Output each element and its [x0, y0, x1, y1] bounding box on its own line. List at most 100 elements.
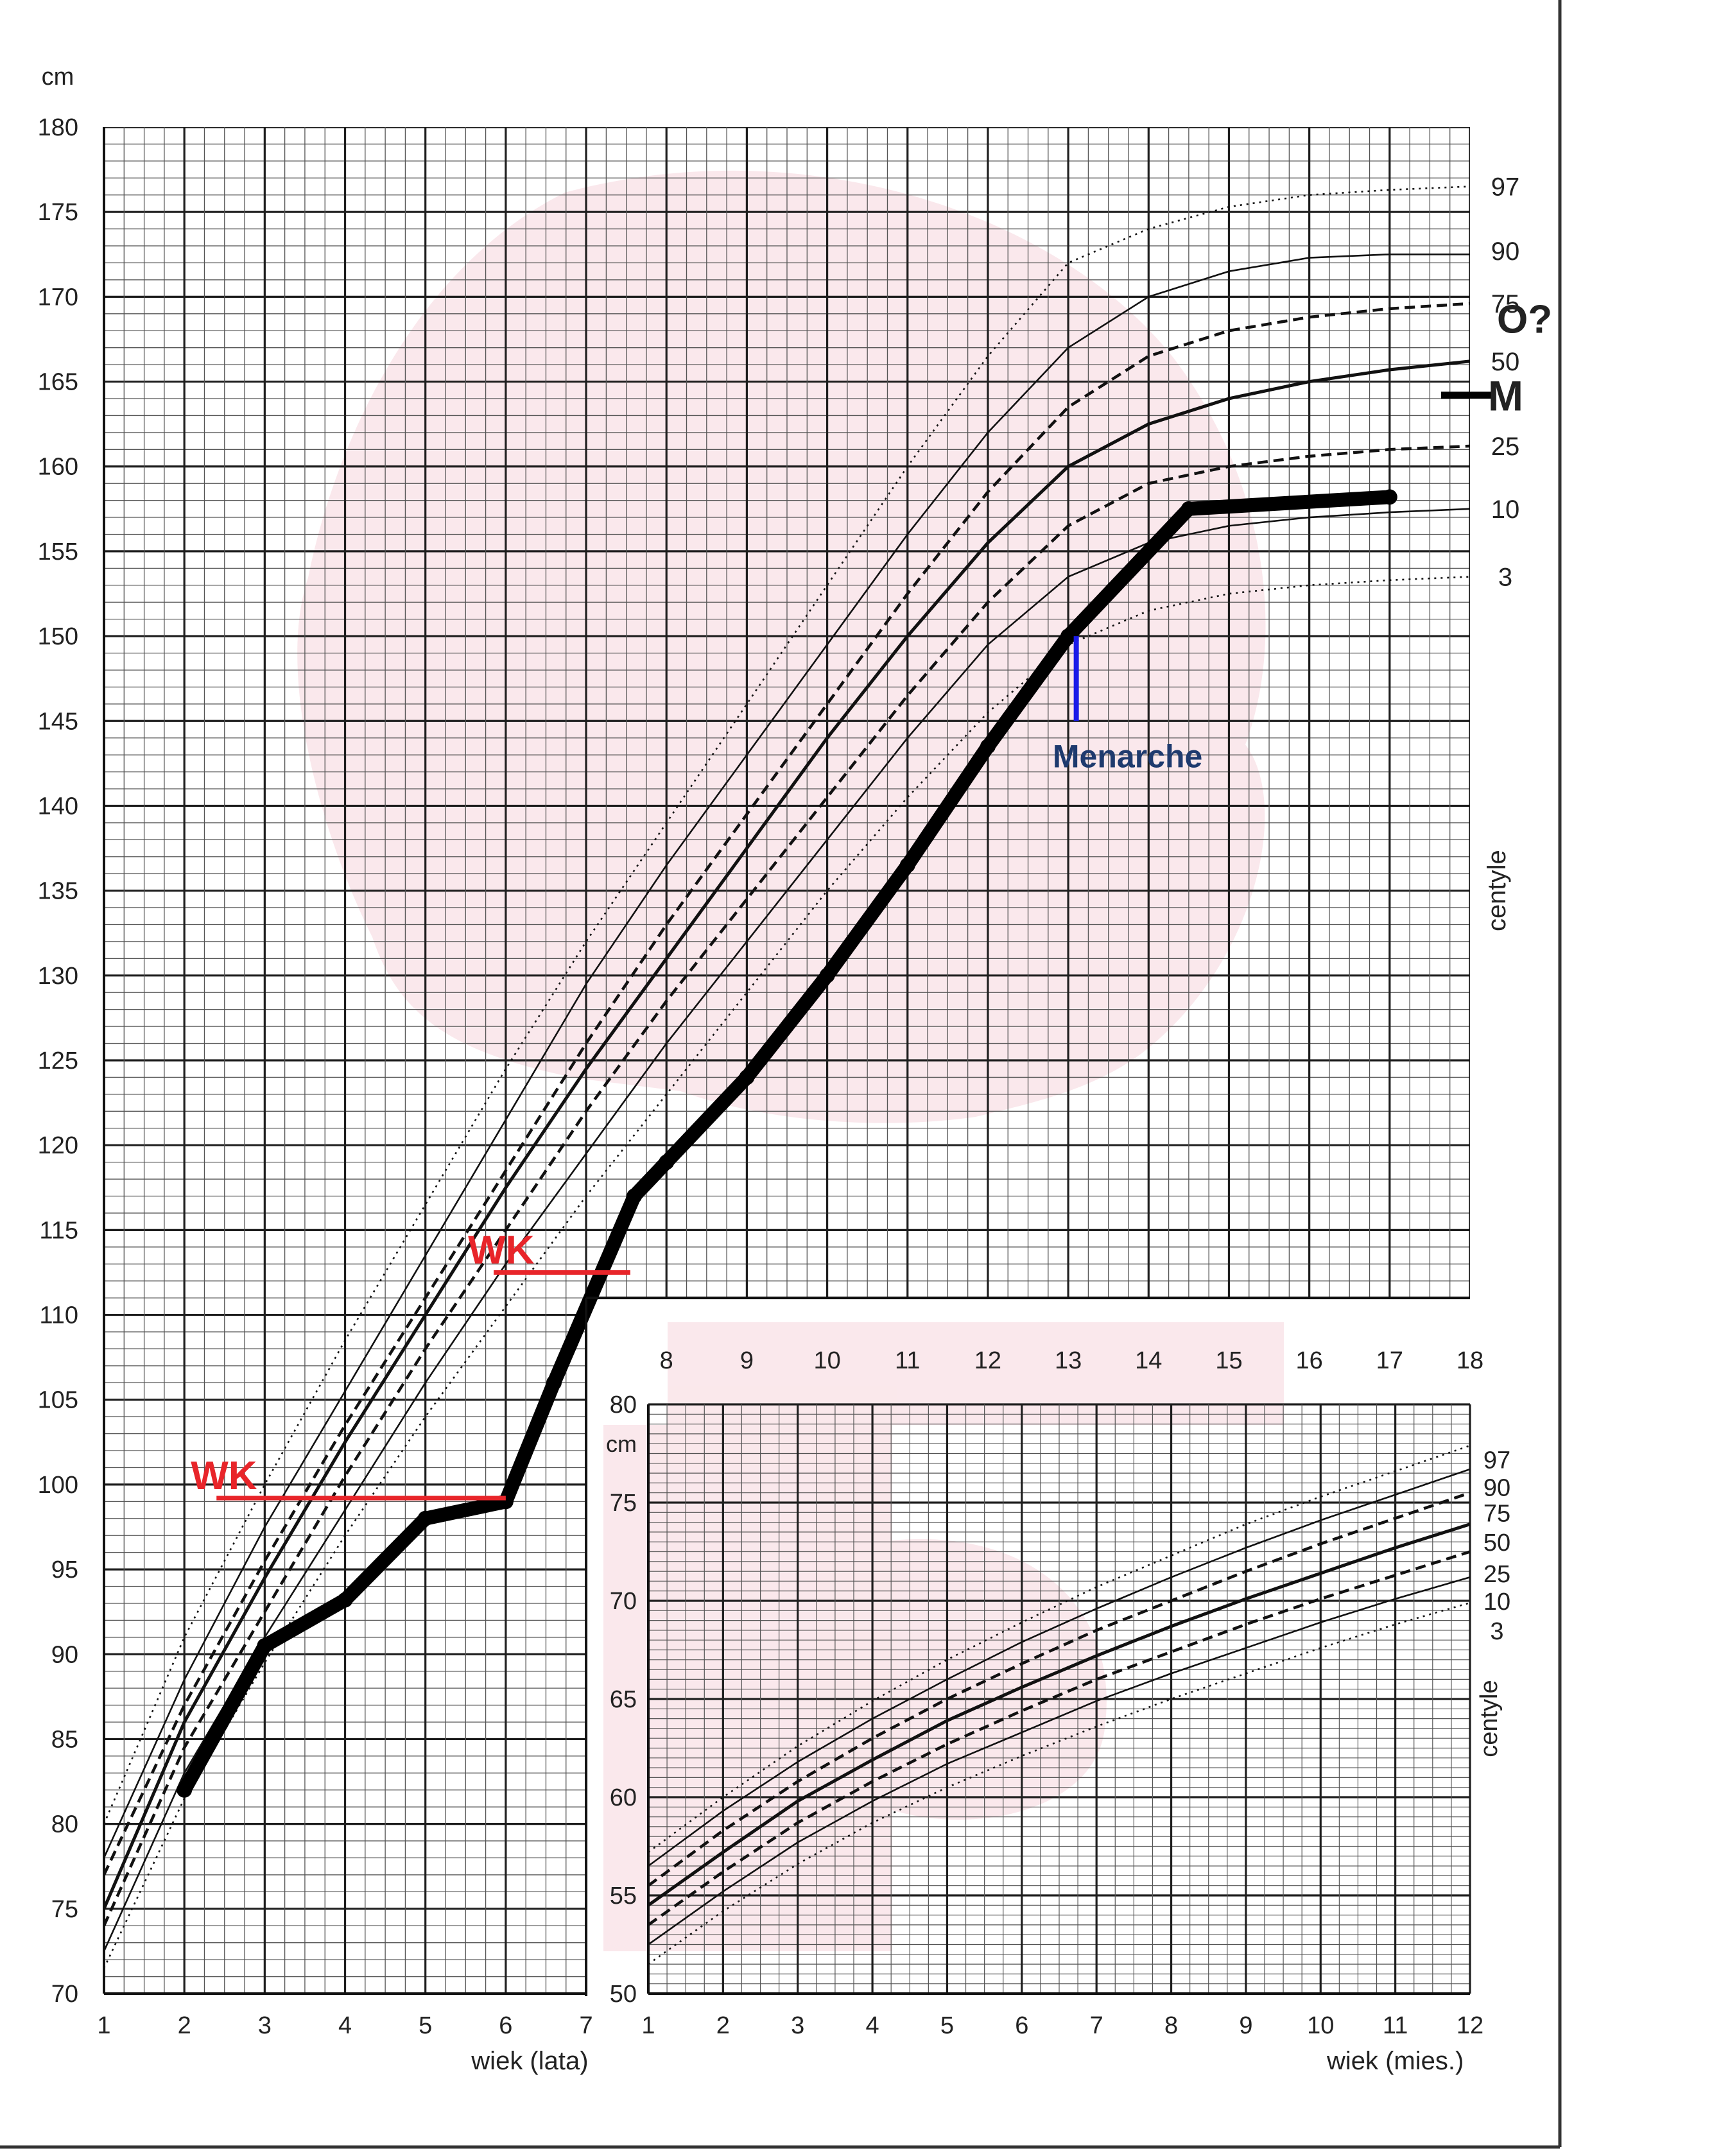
main-x-tick-label: 4: [338, 2012, 352, 2039]
main-y-tick-label: 140: [38, 793, 78, 820]
main-y-tick-label: 80: [51, 1811, 78, 1838]
mother-target-label: M: [1488, 372, 1523, 420]
main-y-tick-label: 160: [38, 454, 78, 481]
main-x-tick-label: 7: [579, 2012, 592, 2039]
main-y-tick-label: 115: [39, 1217, 78, 1244]
main-y-unit-label: cm: [42, 64, 74, 91]
inset-centile-25-line: [648, 1550, 1470, 1926]
inset-x-tick-label: 9: [1239, 2012, 1252, 2039]
main-x-axis-title: wiek (lata): [471, 2047, 588, 2075]
father-target-label: O?: [1497, 298, 1552, 342]
main-x-tick-label: 2: [178, 2012, 191, 2039]
main-x-tick-label: 18: [1457, 1347, 1483, 1374]
inset-x-tick-label: 3: [791, 2012, 804, 2039]
inset-centile-3-line: [648, 1601, 1470, 1965]
inset-centile-label: 25: [1483, 1561, 1510, 1588]
patient-data-point: [1381, 489, 1397, 505]
main-y-tick-label: 120: [38, 1132, 78, 1159]
main-x-tick-label: 3: [258, 2012, 272, 2039]
centile-10-line: [104, 508, 1470, 1952]
inset-centile-label: 10: [1483, 1589, 1510, 1616]
main-x-tick-label: 6: [499, 2012, 512, 2039]
main-y-tick-label: 95: [51, 1557, 78, 1583]
inset-y-unit-label: cm: [606, 1431, 637, 1457]
centile-label: 90: [1491, 237, 1520, 266]
main-y-tick-label: 70: [51, 1981, 78, 2008]
main-y-tick-label: 155: [38, 539, 78, 565]
inset-grid: [647, 1403, 1471, 1995]
inset-y-tick-label: 50: [610, 1981, 637, 2008]
inset-x-tick-label: 7: [1090, 2012, 1103, 2039]
inset-x-tick-label: 11: [1383, 2012, 1408, 2039]
patient-data-point: [546, 1375, 562, 1391]
main-x-tick-label: 8: [660, 1347, 673, 1374]
inset-centyle-label: centyle: [1476, 1680, 1503, 1757]
centile-label: 25: [1491, 433, 1520, 461]
inset-centile-label: 97: [1483, 1447, 1510, 1474]
main-x-tick-label: 1: [97, 2012, 110, 2039]
main-y-tick-label: 165: [38, 369, 78, 396]
patient-data-point: [659, 1154, 675, 1170]
patient-data-point: [980, 738, 996, 754]
patient-data-point: [819, 967, 835, 983]
inset-y-tick-label: 70: [610, 1588, 637, 1615]
patient-data-point: [739, 1069, 755, 1085]
main-x-tick-label: 11: [895, 1347, 920, 1374]
main-x-tick-label: 10: [813, 1347, 840, 1374]
centile-3-line: [104, 576, 1470, 1969]
main-y-tick-label: 180: [38, 114, 78, 141]
inset-y-tick-label: 80: [610, 1392, 637, 1419]
inset-y-tick-label: 75: [610, 1490, 637, 1517]
main-y-tick-label: 125: [38, 1048, 78, 1074]
inset-x-tick-label: 2: [716, 2012, 730, 2039]
centile-label: 10: [1491, 496, 1520, 524]
centile-label: 75: [1491, 290, 1520, 318]
centile-label: 50: [1491, 348, 1520, 376]
inset-centile-label: 90: [1483, 1475, 1510, 1502]
inset-x-tick-label: 10: [1307, 2012, 1334, 2039]
inset-x-tick-label: 12: [1457, 2012, 1483, 2039]
inset-centile-10-line: [648, 1576, 1470, 1945]
main-y-tick-label: 145: [38, 708, 78, 735]
inset-x-axis-title: wiek (mies.): [1326, 2047, 1464, 2075]
inset-centile-75-line: [648, 1491, 1470, 1887]
main-y-tick-label: 150: [38, 623, 78, 650]
inset-centile-label: 3: [1490, 1618, 1503, 1645]
centile-90-line: [104, 253, 1470, 1859]
centile-label: 3: [1498, 564, 1512, 592]
patient-data-point: [257, 1638, 273, 1654]
main-x-tick-label: 13: [1055, 1347, 1082, 1374]
main-y-tick-label: 90: [51, 1641, 78, 1668]
main-x-tick-label: 17: [1376, 1347, 1403, 1374]
main-y-tick-label: 130: [38, 963, 78, 990]
main-x-tick-label: 16: [1296, 1347, 1323, 1374]
wk-label: WK: [191, 1454, 257, 1498]
main-y-tick-label: 75: [51, 1896, 78, 1923]
inset-centile-90-line: [648, 1468, 1470, 1867]
centile-label: 97: [1491, 173, 1520, 202]
main-y-tick-label: 110: [39, 1302, 78, 1329]
patient-data-point: [899, 857, 915, 873]
inset-centile-label: 50: [1483, 1530, 1510, 1557]
inset-x-tick-label: 6: [1015, 2012, 1028, 2039]
main-y-tick-label: 105: [38, 1387, 78, 1414]
inset-y-tick-label: 65: [610, 1686, 637, 1713]
patient-data-point: [1060, 628, 1076, 644]
main-x-tick-label: 12: [974, 1347, 1001, 1374]
main-x-tick-label: 5: [419, 2012, 432, 2039]
inset-x-tick-label: 5: [940, 2012, 954, 2039]
wk-label: WK: [468, 1228, 535, 1272]
patient-data-point: [337, 1592, 353, 1608]
patient-data-point: [417, 1510, 433, 1526]
main-x-tick-label: 9: [740, 1347, 754, 1374]
main-y-tick-label: 100: [38, 1472, 78, 1499]
patient-data-point: [1180, 501, 1197, 517]
main-y-tick-label: 175: [38, 199, 78, 226]
inset-y-tick-label: 55: [610, 1883, 637, 1910]
main-centyle-label: centyle: [1483, 850, 1511, 931]
main-y-tick-label: 170: [38, 284, 78, 311]
main-y-tick-label: 135: [38, 878, 78, 905]
